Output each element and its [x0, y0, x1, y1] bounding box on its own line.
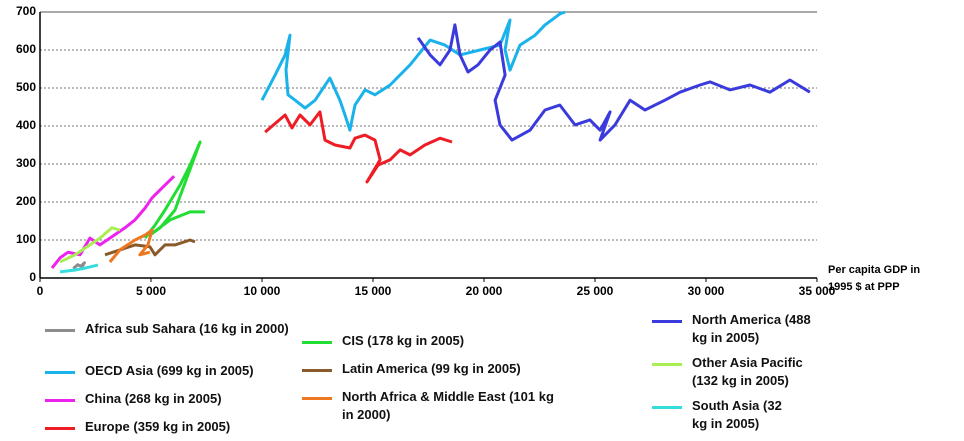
y-tick-label: 700	[16, 4, 36, 18]
legend-swatch	[302, 341, 332, 344]
legend-label: OECD Asia (699 kg in 2005)	[85, 363, 254, 378]
y-tick-label: 300	[16, 156, 36, 170]
series-line	[108, 228, 154, 263]
x-tick-label: 20 000	[466, 284, 503, 298]
legend-swatch	[45, 371, 75, 374]
legend-swatch	[652, 406, 682, 409]
x-tick-label: 10 000	[244, 284, 281, 298]
x-axis-title: Per capita GDP in 1995 $ at PPP	[828, 264, 921, 293]
series-line	[59, 226, 121, 264]
x-tick-label: 15 000	[355, 284, 392, 298]
y-tick-label: 600	[16, 42, 36, 56]
x-tick-label: 0	[37, 284, 44, 298]
legend-label: Europe (359 kg in 2005)	[85, 419, 231, 434]
legend-label: China (268 kg in 2005)	[85, 391, 222, 406]
plot: 0 100 200 300 400 500 600 700 0 5 000 10 000 15 000…	[16, 4, 836, 298]
legend-label: Africa sub Sahara (16 kg in 2000)	[85, 321, 289, 336]
legend-label: North America (488 kg in 2005)	[692, 312, 811, 345]
x-tick-label: 5 000	[136, 284, 166, 298]
series-line	[72, 261, 86, 270]
legend-label: South Asia (32 kg in 2005)	[692, 398, 782, 431]
y-tick-label: 200	[16, 194, 36, 208]
series-line	[264, 110, 453, 184]
y-tick-label: 0	[29, 270, 36, 284]
legend-swatch	[652, 320, 682, 323]
x-tick-label: 35 000	[799, 284, 836, 298]
legend-swatch	[45, 329, 75, 332]
y-tick-label: 400	[16, 118, 36, 132]
legend-label: CIS (178 kg in 2005)	[342, 333, 465, 348]
legend-label: Latin America (99 kg in 2005)	[342, 361, 521, 376]
legend-label: North Africa & Middle East (101 kg in 20…	[342, 389, 554, 422]
legend-label: Other Asia Pacific (132 kg in 2005)	[692, 355, 803, 388]
legend-swatch	[45, 399, 75, 402]
series-line	[416, 23, 811, 142]
x-tick-label: 25 000	[577, 284, 614, 298]
legend-swatch	[302, 369, 332, 372]
series-line	[59, 263, 99, 274]
x-tick-label: 30 000	[688, 284, 725, 298]
series-line	[143, 140, 205, 240]
series-line	[260, 10, 566, 132]
legend-swatch	[45, 427, 75, 430]
legend-swatch	[302, 397, 332, 400]
y-tick-label: 100	[16, 232, 36, 246]
series-line	[50, 175, 176, 270]
y-tick-label: 500	[16, 80, 36, 94]
legend-swatch	[652, 363, 682, 366]
